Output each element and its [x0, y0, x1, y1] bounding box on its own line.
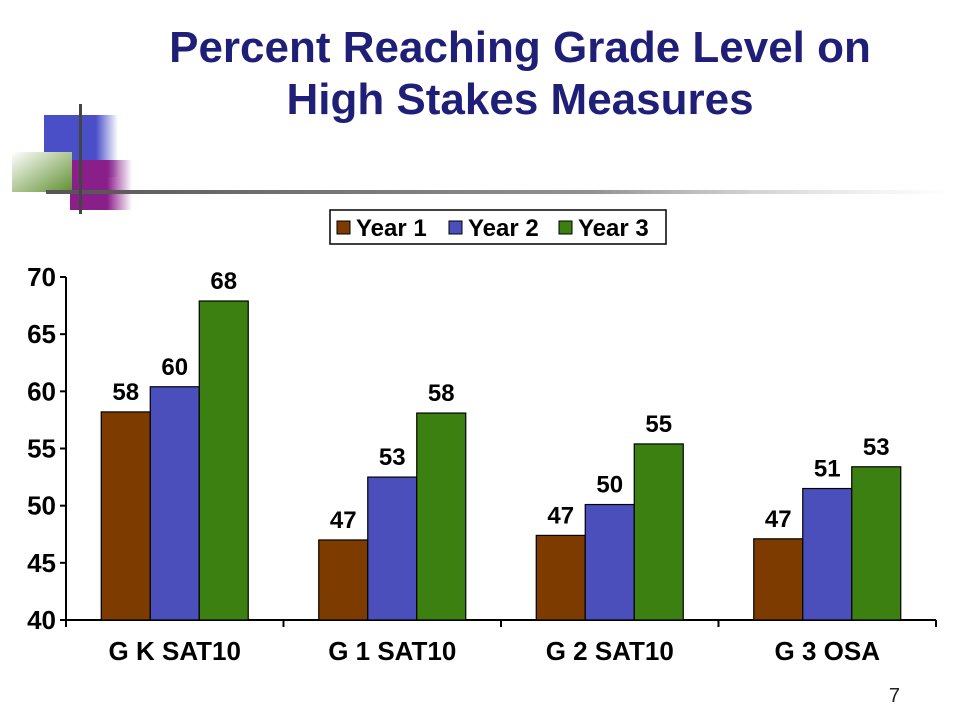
x-category-label: G 3 OSA	[775, 636, 881, 666]
data-label: 53	[379, 444, 406, 471]
y-tick-label: 50	[27, 491, 56, 521]
x-category-label: G 2 SAT10	[546, 636, 674, 666]
y-tick-label: 40	[27, 605, 56, 635]
y-tick-label: 55	[27, 434, 56, 464]
data-label: 51	[814, 456, 841, 483]
chart-bars	[100, 300, 902, 621]
legend-swatch	[448, 220, 463, 235]
y-tick-label: 70	[27, 262, 56, 292]
slide-title: Percent Reaching Grade Level on High Sta…	[120, 22, 920, 126]
x-category-label: G 1 SAT10	[328, 636, 456, 666]
data-label: 47	[765, 506, 792, 533]
bar-year-2-2	[584, 503, 635, 621]
y-tick-label: 60	[27, 376, 56, 406]
data-label: 60	[161, 354, 188, 381]
bar-year-2-3	[802, 487, 853, 621]
bar-year-3-1	[416, 412, 467, 621]
bar-year-3-2	[633, 443, 684, 621]
legend-label: Year 2	[468, 215, 539, 242]
legend-swatch	[336, 220, 351, 235]
data-label: 47	[547, 502, 574, 529]
slide-title-line-1: Percent Reaching Grade Level on	[169, 23, 871, 72]
bar-year-3-3	[851, 466, 902, 621]
data-label: 68	[210, 268, 237, 295]
data-label: 58	[428, 380, 455, 407]
x-category-label: G K SAT10	[109, 636, 241, 666]
data-label: 47	[330, 507, 357, 534]
bar-year-2-0	[149, 386, 200, 621]
legend-swatch	[558, 220, 573, 235]
bar-year-1-2	[535, 534, 586, 621]
data-label: 50	[596, 472, 623, 499]
legend-label: Year 3	[578, 215, 649, 242]
y-tick-label: 45	[27, 548, 56, 578]
data-label: 58	[112, 379, 139, 406]
data-label: 53	[863, 434, 890, 461]
legend-box	[329, 209, 667, 245]
bar-year-1-1	[318, 539, 369, 621]
bar-year-1-3	[753, 538, 804, 621]
y-tick-label: 65	[27, 319, 56, 349]
chart-data-labels: 58 60 68 47 53 58 47 50 55 47 51 53	[112, 268, 889, 534]
slide-number: 7	[888, 685, 900, 707]
data-label: 55	[645, 411, 672, 438]
chart-legend: Year 1 Year 2 Year 3	[329, 209, 667, 245]
bar-year-3-0	[198, 300, 249, 621]
bar-year-2-1	[367, 476, 418, 621]
legend-label: Year 1	[356, 215, 427, 242]
bar-year-1-0	[100, 411, 151, 621]
slide-title-line-2: High Stakes Measures	[286, 75, 754, 124]
